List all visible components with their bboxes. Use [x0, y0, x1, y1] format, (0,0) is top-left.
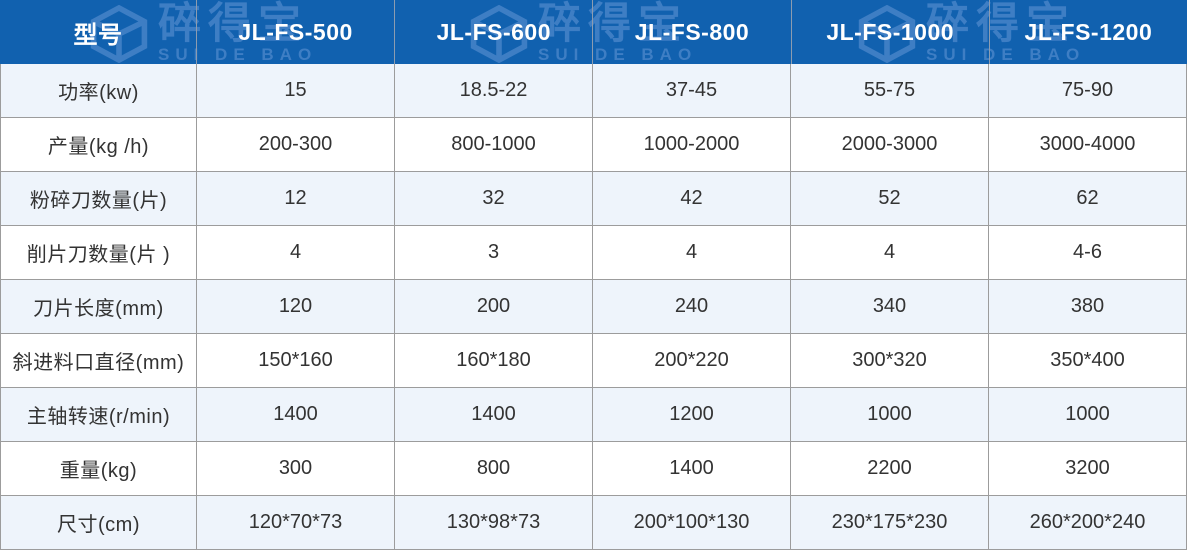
cell-value: 1000	[989, 388, 1187, 442]
table-body: 功率(kw) 15 18.5-22 37-45 55-75 75-90 产量(k…	[0, 64, 1187, 550]
cell-value: 240	[593, 280, 791, 334]
cell-value: 4	[197, 226, 395, 280]
cell-value: 200*100*130	[593, 496, 791, 550]
row-label: 功率(kw)	[1, 64, 197, 118]
cell-value: 2000-3000	[791, 118, 989, 172]
cell-value: 18.5-22	[395, 64, 593, 118]
cell-value: 3000-4000	[989, 118, 1187, 172]
table-row-output: 产量(kg /h) 200-300 800-1000 1000-2000 200…	[0, 118, 1187, 172]
table-row-power: 功率(kw) 15 18.5-22 37-45 55-75 75-90	[0, 64, 1187, 118]
cell-value: 340	[791, 280, 989, 334]
cell-value: 2200	[791, 442, 989, 496]
table-row-inlet-diameter: 斜进料口直径(mm) 150*160 160*180 200*220 300*3…	[0, 334, 1187, 388]
cell-value: 75-90	[989, 64, 1187, 118]
cell-value: 1000	[791, 388, 989, 442]
cell-value: 3200	[989, 442, 1187, 496]
cell-value: 380	[989, 280, 1187, 334]
cell-value: 300*320	[791, 334, 989, 388]
row-label: 削片刀数量(片 )	[1, 226, 197, 280]
header-cell-jl-fs-1200: JL-FS-1200	[988, 0, 1187, 64]
row-label: 尺寸(cm)	[1, 496, 197, 550]
cell-value: 200-300	[197, 118, 395, 172]
cell-value: 55-75	[791, 64, 989, 118]
cell-value: 150*160	[197, 334, 395, 388]
cell-value: 1400	[593, 442, 791, 496]
cell-value: 12	[197, 172, 395, 226]
table-row-blade-length: 刀片长度(mm) 120 200 240 340 380	[0, 280, 1187, 334]
cell-value: 1400	[395, 388, 593, 442]
cell-value: 120*70*73	[197, 496, 395, 550]
cell-value: 1400	[197, 388, 395, 442]
cell-value: 300	[197, 442, 395, 496]
cell-value: 130*98*73	[395, 496, 593, 550]
cell-value: 4-6	[989, 226, 1187, 280]
row-label: 粉碎刀数量(片)	[1, 172, 197, 226]
cell-value: 350*400	[989, 334, 1187, 388]
table-header-row: 碎得宝 SUI DE BAO 碎得宝 SUI DE BAO	[0, 0, 1187, 64]
cell-value: 42	[593, 172, 791, 226]
cell-value: 4	[593, 226, 791, 280]
header-cell-jl-fs-600: JL-FS-600	[394, 0, 592, 64]
cell-value: 3	[395, 226, 593, 280]
cell-value: 160*180	[395, 334, 593, 388]
row-label: 斜进料口直径(mm)	[1, 334, 197, 388]
cell-value: 62	[989, 172, 1187, 226]
cell-value: 1200	[593, 388, 791, 442]
row-label: 主轴转速(r/min)	[1, 388, 197, 442]
cell-value: 200	[395, 280, 593, 334]
cell-value: 1000-2000	[593, 118, 791, 172]
cell-value: 120	[197, 280, 395, 334]
table-row-weight: 重量(kg) 300 800 1400 2200 3200	[0, 442, 1187, 496]
table-row-dimensions: 尺寸(cm) 120*70*73 130*98*73 200*100*130 2…	[0, 496, 1187, 550]
cell-value: 32	[395, 172, 593, 226]
header-cell-model-label: 型号	[73, 21, 123, 49]
cell-value: 230*175*230	[791, 496, 989, 550]
cell-value: 260*200*240	[989, 496, 1187, 550]
row-label: 重量(kg)	[1, 442, 197, 496]
table-row-crushing-blades: 粉碎刀数量(片) 12 32 42 52 62	[0, 172, 1187, 226]
header-cell-jl-fs-1000: JL-FS-1000	[790, 0, 989, 64]
header-cell-jl-fs-800: JL-FS-800	[592, 0, 790, 64]
row-label: 产量(kg /h)	[1, 118, 197, 172]
header-cell-jl-fs-500: JL-FS-500	[196, 0, 394, 64]
cell-value: 37-45	[593, 64, 791, 118]
cell-value: 15	[197, 64, 395, 118]
cell-value: 52	[791, 172, 989, 226]
row-label: 刀片长度(mm)	[1, 280, 197, 334]
cell-value: 800-1000	[395, 118, 593, 172]
table-row-chipping-blades: 削片刀数量(片 ) 4 3 4 4 4-6	[0, 226, 1187, 280]
cell-value: 4	[791, 226, 989, 280]
table-row-spindle-speed: 主轴转速(r/min) 1400 1400 1200 1000 1000	[0, 388, 1187, 442]
cell-value: 200*220	[593, 334, 791, 388]
cell-value: 800	[395, 442, 593, 496]
